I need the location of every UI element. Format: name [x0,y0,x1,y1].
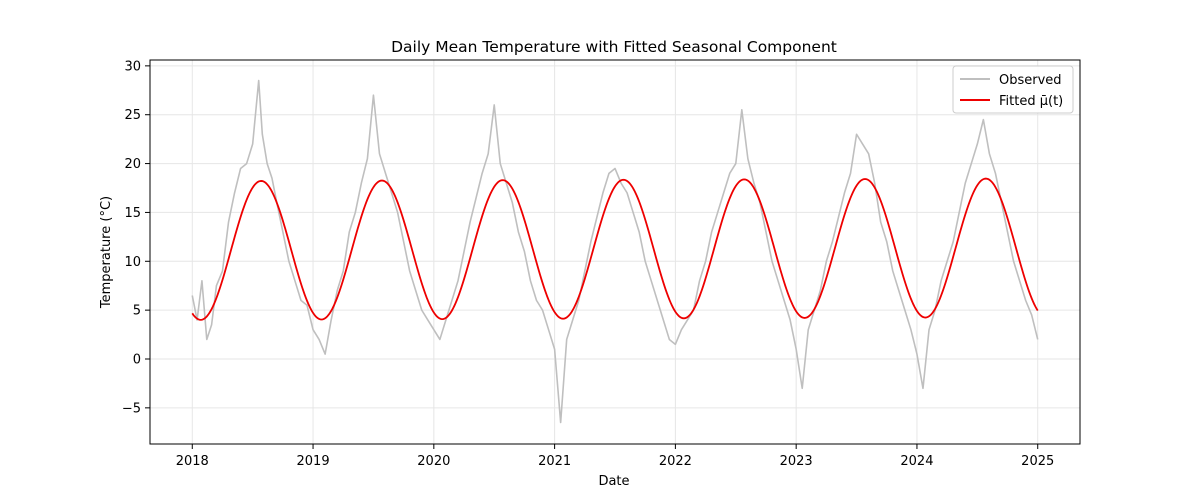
y-tick-label: −5 [122,401,141,416]
legend-fitted-label: Fitted μ̄(t) [999,94,1063,109]
x-tick-label: 2018 [176,454,209,469]
legend: Observed Fitted μ̄(t) [952,65,1074,114]
y-tick-label: 25 [124,108,141,123]
x-tick-label: 2023 [780,454,813,469]
x-tick-label: 2022 [659,454,692,469]
x-tick-label: 2019 [297,454,330,469]
fitted-series [191,177,1039,321]
y-axis-ticks: −5 0 5 10 15 20 25 30 [122,59,150,416]
legend-observed-label: Observed [999,73,1062,88]
y-tick-label: 5 [133,304,141,319]
x-tick-label: 2024 [900,454,933,469]
observed-line [191,79,1039,424]
y-tick-label: 0 [133,352,141,367]
y-tick-label: 20 [124,157,141,172]
grid-lines [150,60,1080,444]
y-tick-label: 15 [124,206,141,221]
x-tick-label: 2025 [1021,454,1054,469]
x-axis-ticks: 2018 2019 2020 2021 2022 2023 2024 2025 [176,444,1054,469]
x-axis-label: Date [598,474,629,489]
legend-box [952,65,1074,114]
y-axis-label: Temperature (°C) [99,196,114,309]
plot-frame [149,59,1081,445]
x-tick-label: 2021 [538,454,571,469]
y-tick-label: 30 [124,59,141,74]
x-tick-label: 2020 [417,454,450,469]
observed-series [191,79,1039,424]
y-tick-label: 10 [124,255,141,270]
chart-title: Daily Mean Temperature with Fitted Seaso… [391,38,837,56]
fitted-line [191,177,1039,321]
